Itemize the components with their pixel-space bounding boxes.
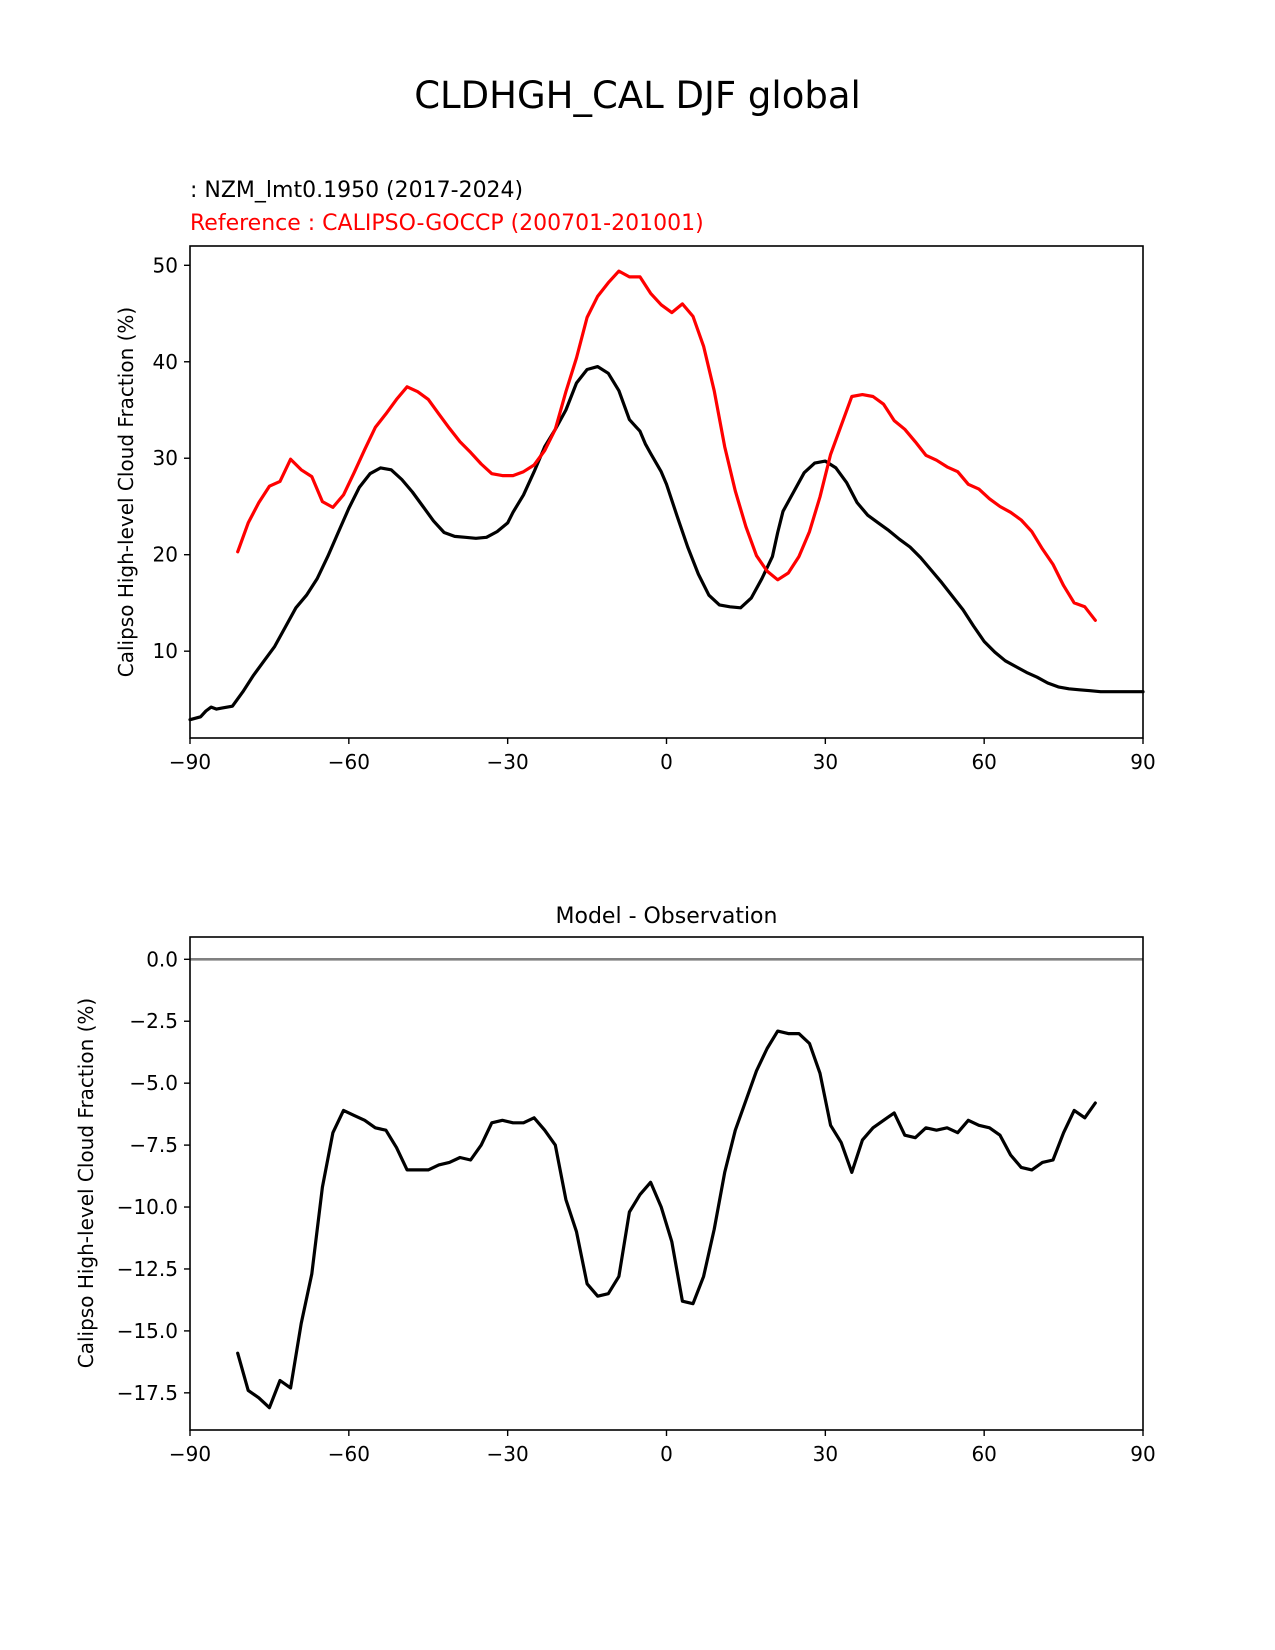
top-plot-frame bbox=[189, 245, 1144, 739]
top-y-tick-label: 50 bbox=[153, 253, 178, 277]
top-panel: : NZM_lmt0.1950 (2017-2024) Reference : … bbox=[114, 178, 1156, 774]
bot-x-tick-label: 0 bbox=[660, 1442, 673, 1466]
top-y-axis-label: Calipso High-level Cloud Fraction (%) bbox=[114, 307, 138, 677]
top-y-tick-label: 40 bbox=[153, 350, 178, 374]
bottom-y-axis: 0.0 −2.5 −5.0 −7.5 −10.0 −12.5 −15.0 −17.5 bbox=[117, 947, 190, 1405]
bot-y-tick-label: −17.5 bbox=[117, 1381, 178, 1405]
top-y-tick-label: 20 bbox=[153, 543, 178, 567]
top-x-axis: −90 −60 −30 0 30 60 90 bbox=[169, 738, 1156, 774]
bot-x-tick-label: 30 bbox=[813, 1442, 838, 1466]
top-x-tick-label: −60 bbox=[328, 750, 370, 774]
bot-y-tick-label: −12.5 bbox=[117, 1257, 178, 1281]
bot-y-tick-label: −10.0 bbox=[117, 1195, 178, 1219]
top-series-line-0 bbox=[188, 365, 1145, 722]
top-x-tick-label: 60 bbox=[971, 750, 996, 774]
bot-y-tick-label: −15.0 bbox=[117, 1319, 178, 1343]
bottom-x-axis: −90 −60 −30 0 30 60 90 bbox=[169, 1430, 1156, 1466]
top-y-tick-label: 10 bbox=[153, 639, 178, 663]
top-series-line-1 bbox=[236, 269, 1097, 622]
top-x-tick-label: 30 bbox=[813, 750, 838, 774]
top-x-tick-label: 90 bbox=[1130, 750, 1155, 774]
bot-x-tick-label: −90 bbox=[169, 1442, 211, 1466]
bot-x-tick-label: −30 bbox=[487, 1442, 529, 1466]
bot-y-tick-label: −5.0 bbox=[129, 1071, 178, 1095]
bottom-panel-title: Model - Observation bbox=[556, 904, 778, 929]
top-series-group bbox=[188, 269, 1145, 722]
bot-x-tick-label: 90 bbox=[1130, 1442, 1155, 1466]
bottom-panel: Model - Observation −90 −60 −30 0 30 60 90 0.0… bbox=[74, 904, 1156, 1466]
bottom-series-group bbox=[190, 957, 1143, 1410]
bot-y-tick-label: 0.0 bbox=[146, 947, 178, 971]
bot-y-tick-label: −2.5 bbox=[129, 1009, 178, 1033]
top-x-tick-label: 0 bbox=[660, 750, 673, 774]
top-y-tick-label: 30 bbox=[153, 446, 178, 470]
figure-title: CLDHGH_CAL DJF global bbox=[414, 74, 861, 117]
legend-test-label: : NZM_lmt0.1950 (2017-2024) bbox=[190, 178, 523, 203]
legend-reference-label: Reference : CALIPSO-GOCCP (200701-201001… bbox=[190, 211, 704, 236]
bot-x-tick-label: 60 bbox=[971, 1442, 996, 1466]
top-y-axis: 10 20 30 40 50 bbox=[153, 253, 190, 663]
bot-y-tick-label: −7.5 bbox=[129, 1133, 178, 1157]
bot-series-line-0 bbox=[236, 1029, 1097, 1410]
bottom-y-axis-label: Calipso High-level Cloud Fraction (%) bbox=[74, 998, 98, 1368]
bot-x-tick-label: −60 bbox=[328, 1442, 370, 1466]
bottom-plot-frame bbox=[189, 936, 1144, 1431]
top-x-tick-label: −30 bbox=[487, 750, 529, 774]
top-x-tick-label: −90 bbox=[169, 750, 211, 774]
